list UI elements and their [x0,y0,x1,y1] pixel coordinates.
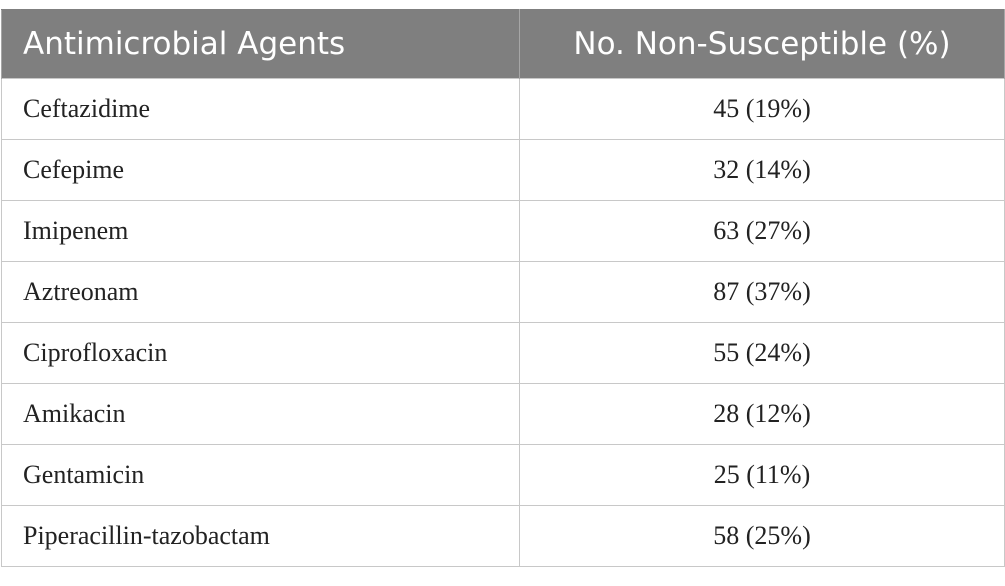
header-non-susceptible: No. Non-Susceptible (%) [519,9,1005,79]
table-row: Piperacillin-tazobactam 58 (25%) [1,505,1005,567]
agent-cell: Imipenem [1,200,520,262]
table-row: Gentamicin 25 (11%) [1,444,1005,506]
agent-cell: Ciprofloxacin [1,322,520,384]
header-row: Antimicrobial Agents No. Non-Susceptible… [1,9,1005,79]
value-cell: 55 (24%) [519,322,1005,384]
table-row: Ceftazidime 45 (19%) [1,78,1005,140]
table-row: Amikacin 28 (12%) [1,383,1005,445]
value-cell: 63 (27%) [519,200,1005,262]
value-cell: 28 (12%) [519,383,1005,445]
agent-cell: Gentamicin [1,444,520,506]
value-cell: 25 (11%) [519,444,1005,506]
agent-cell: Amikacin [1,383,520,445]
agent-cell: Ceftazidime [1,78,520,140]
antimicrobial-table: Antimicrobial Agents No. Non-Susceptible… [1,9,1005,567]
table-row: Imipenem 63 (27%) [1,200,1005,262]
agent-cell: Aztreonam [1,261,520,323]
table-row: Aztreonam 87 (37%) [1,261,1005,323]
value-cell: 87 (37%) [519,261,1005,323]
value-cell: 45 (19%) [519,78,1005,140]
agent-cell: Cefepime [1,139,520,201]
header-agents: Antimicrobial Agents [1,9,520,79]
agent-cell: Piperacillin-tazobactam [1,505,520,567]
table-row: Ciprofloxacin 55 (24%) [1,322,1005,384]
value-cell: 32 (14%) [519,139,1005,201]
table-row: Cefepime 32 (14%) [1,139,1005,201]
value-cell: 58 (25%) [519,505,1005,567]
